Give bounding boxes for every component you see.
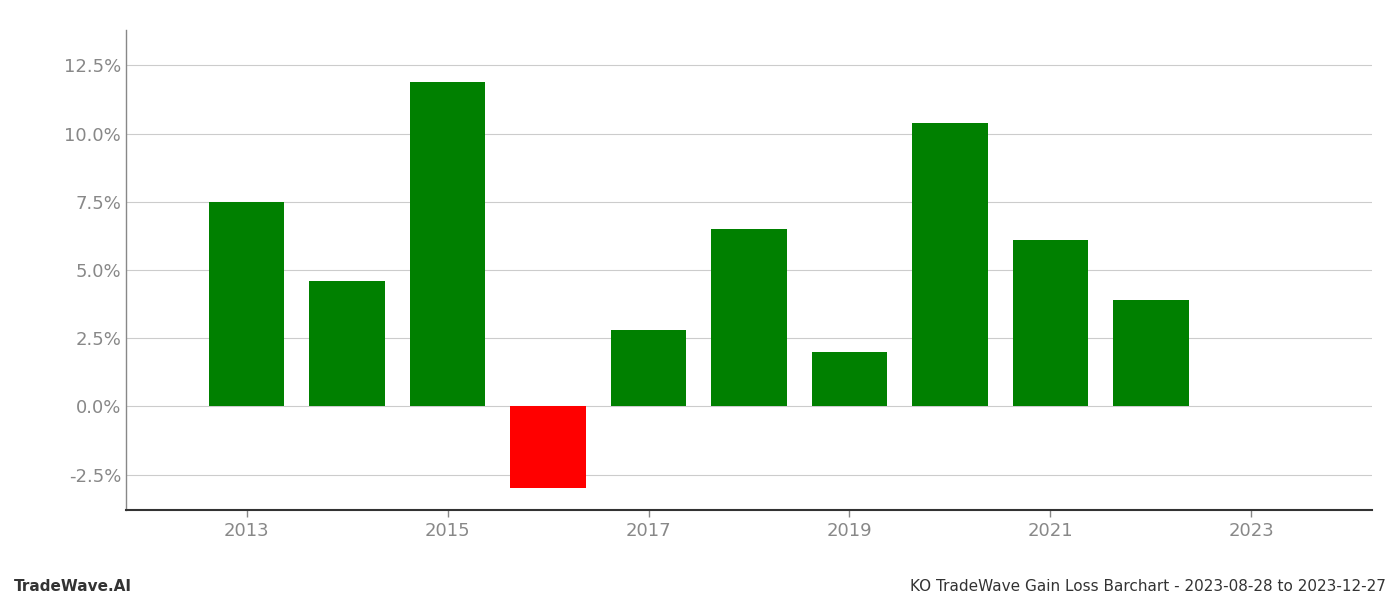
Bar <box>511 406 585 488</box>
Bar <box>913 123 987 406</box>
Bar <box>711 229 787 406</box>
Bar <box>209 202 284 406</box>
Bar <box>1012 240 1088 406</box>
Bar <box>610 330 686 406</box>
Bar <box>812 352 888 406</box>
Text: KO TradeWave Gain Loss Barchart - 2023-08-28 to 2023-12-27: KO TradeWave Gain Loss Barchart - 2023-0… <box>910 579 1386 594</box>
Bar <box>1113 300 1189 406</box>
Text: TradeWave.AI: TradeWave.AI <box>14 579 132 594</box>
Bar <box>309 281 385 406</box>
Bar <box>410 82 486 406</box>
